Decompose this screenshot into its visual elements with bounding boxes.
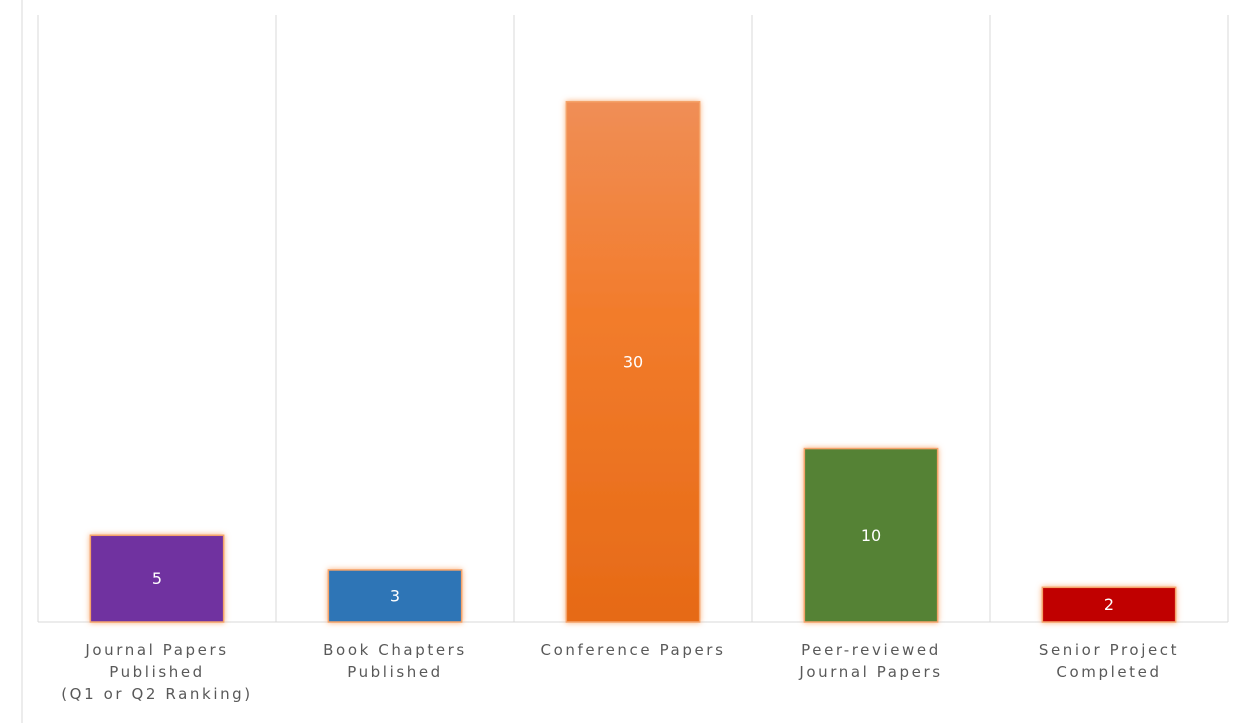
x-tick-label-line: Conference Papers — [541, 641, 726, 659]
x-tick-label-line: Journal Papers — [798, 663, 942, 681]
x-tick-label: Conference Papers — [541, 641, 726, 659]
bar — [803, 447, 939, 623]
x-tick-label: Book Chapters Published — [323, 641, 467, 681]
bar — [1041, 586, 1177, 623]
bar — [565, 100, 701, 623]
x-tick-label-line: Published — [347, 663, 443, 681]
x-tick-label-line: Published — [109, 663, 205, 681]
x-tick-label-line: (Q1 or Q2 Ranking) — [61, 685, 253, 703]
data-label: 5 — [152, 569, 162, 588]
x-tick-label-line: Completed — [1056, 663, 1161, 681]
x-tick-label-line: Senior Project — [1039, 641, 1179, 659]
x-tick-label: Peer-reviewed Journal Papers — [798, 641, 942, 681]
data-label: 3 — [390, 586, 400, 605]
x-tick-label: Journal Papers Published (Q1 or Q2 Ranking… — [61, 641, 253, 703]
data-label: 30 — [623, 352, 643, 371]
bar — [89, 534, 225, 623]
data-label: 10 — [861, 526, 881, 545]
x-tick-label-line: Book Chapters — [323, 641, 467, 659]
bar — [327, 569, 463, 623]
x-tick-label: Senior Project Completed — [1039, 641, 1179, 681]
x-tick-label-line: Journal Papers — [84, 641, 228, 659]
x-tick-label-line: Peer-reviewed — [801, 641, 941, 659]
data-label: 2 — [1104, 595, 1114, 614]
